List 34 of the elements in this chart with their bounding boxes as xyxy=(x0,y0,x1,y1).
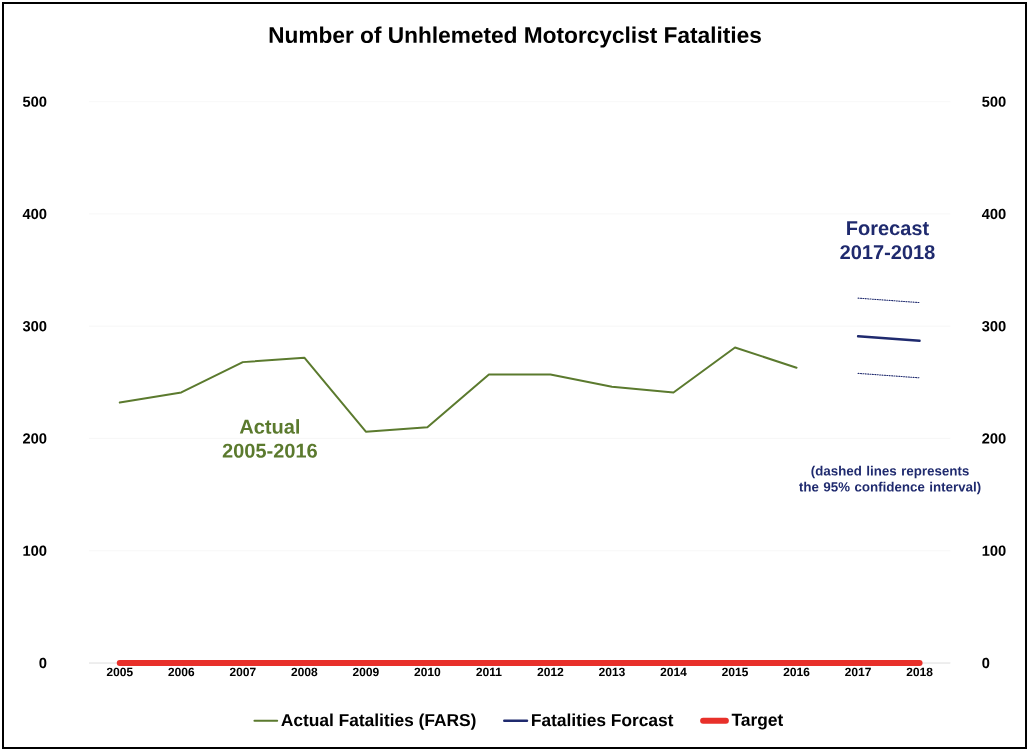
y-tick-label: 200 xyxy=(22,433,47,444)
y-tick-label: 0 xyxy=(39,657,47,669)
x-tick-label: 2018 xyxy=(906,667,933,677)
y-tick-label: 100 xyxy=(23,545,47,556)
legend-label: Actual Fatalities (FARS) xyxy=(281,713,476,730)
y-tick-label: 300 xyxy=(22,321,47,332)
y2-tick-label: 100 xyxy=(982,545,1006,556)
x-tick-label: 2007 xyxy=(229,667,256,677)
x-tick-label: 2012 xyxy=(537,667,564,677)
x-tick-label: 2010 xyxy=(414,667,441,677)
y2-tick-label: 200 xyxy=(982,433,1006,444)
x-tick-label: 2014 xyxy=(660,667,687,677)
x-tick-label: 2017 xyxy=(845,667,871,677)
x-tick-label: 2015 xyxy=(722,667,749,677)
x-tick-label: 2008 xyxy=(291,667,318,677)
chart-title: Number of Unhlemeted Motorcyclist Fatalities xyxy=(269,26,761,48)
annotation: Forecast 2017-2018 xyxy=(840,221,935,260)
y2-tick-label: 300 xyxy=(982,321,1006,332)
x-tick-label: 2005 xyxy=(106,667,133,677)
x-tick-label: 2006 xyxy=(168,667,195,677)
x-tick-label: 2016 xyxy=(783,667,810,677)
legend-label: Target xyxy=(731,713,784,730)
y2-tick-label: 500 xyxy=(982,96,1006,107)
x-tick-label: 2009 xyxy=(352,667,379,677)
y-tick-label: 400 xyxy=(22,208,47,220)
y-tick-label: 500 xyxy=(22,96,47,107)
line-series xyxy=(118,346,798,433)
annotation: Actual 2005-2016 xyxy=(222,419,317,458)
x-tick-label: 2011 xyxy=(476,667,502,677)
y2-tick-label: 0 xyxy=(982,657,990,669)
annotation: (dashed lines represents the 95% confidence interval) xyxy=(799,465,981,495)
legend-label: Fatalities Forcast xyxy=(532,713,674,727)
y2-tick-label: 400 xyxy=(981,208,1006,220)
x-tick-label: 2013 xyxy=(599,667,625,677)
